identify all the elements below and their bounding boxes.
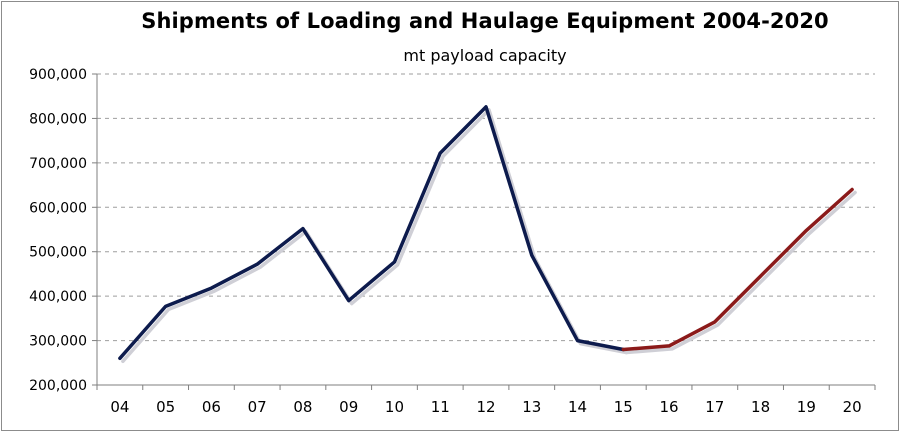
x-tick-label: 05 bbox=[156, 398, 175, 416]
chart-title: Shipments of Loading and Haulage Equipme… bbox=[141, 9, 829, 33]
x-tick-label: 16 bbox=[660, 398, 679, 416]
series-line-historical bbox=[118, 105, 626, 361]
x-tick-label: 07 bbox=[248, 398, 267, 416]
y-tick-label: 200,000 bbox=[29, 378, 87, 394]
y-tick-label: 900,000 bbox=[29, 67, 87, 83]
x-tick-label: 04 bbox=[110, 398, 129, 416]
y-tick-label: 300,000 bbox=[29, 334, 87, 350]
x-tick-label: 14 bbox=[568, 398, 587, 416]
x-tick-label: 17 bbox=[705, 398, 724, 416]
y-tick-label: 700,000 bbox=[29, 156, 87, 172]
series-shadow-2 bbox=[624, 190, 857, 355]
x-tick-label: 13 bbox=[522, 398, 541, 416]
y-tick-label: 500,000 bbox=[29, 245, 87, 261]
series-line-forecast bbox=[621, 187, 854, 352]
x-tick-label: 19 bbox=[797, 398, 816, 416]
chart-subtitle: mt payload capacity bbox=[403, 46, 567, 65]
x-tick-label: 09 bbox=[339, 398, 358, 416]
x-tick-label: 08 bbox=[293, 398, 312, 416]
y-tick-label: 600,000 bbox=[29, 200, 87, 216]
series-shadow-1 bbox=[121, 108, 629, 364]
y-tick-label: 400,000 bbox=[29, 289, 87, 305]
x-tick-label: 20 bbox=[843, 398, 862, 416]
x-tick-label: 11 bbox=[431, 398, 450, 416]
x-tick-label: 06 bbox=[202, 398, 221, 416]
x-tick-label: 18 bbox=[751, 398, 770, 416]
x-tick-label: 12 bbox=[476, 398, 495, 416]
y-tick-label: 800,000 bbox=[29, 111, 87, 127]
x-tick-label: 15 bbox=[614, 398, 633, 416]
x-tick-label: 10 bbox=[385, 398, 404, 416]
